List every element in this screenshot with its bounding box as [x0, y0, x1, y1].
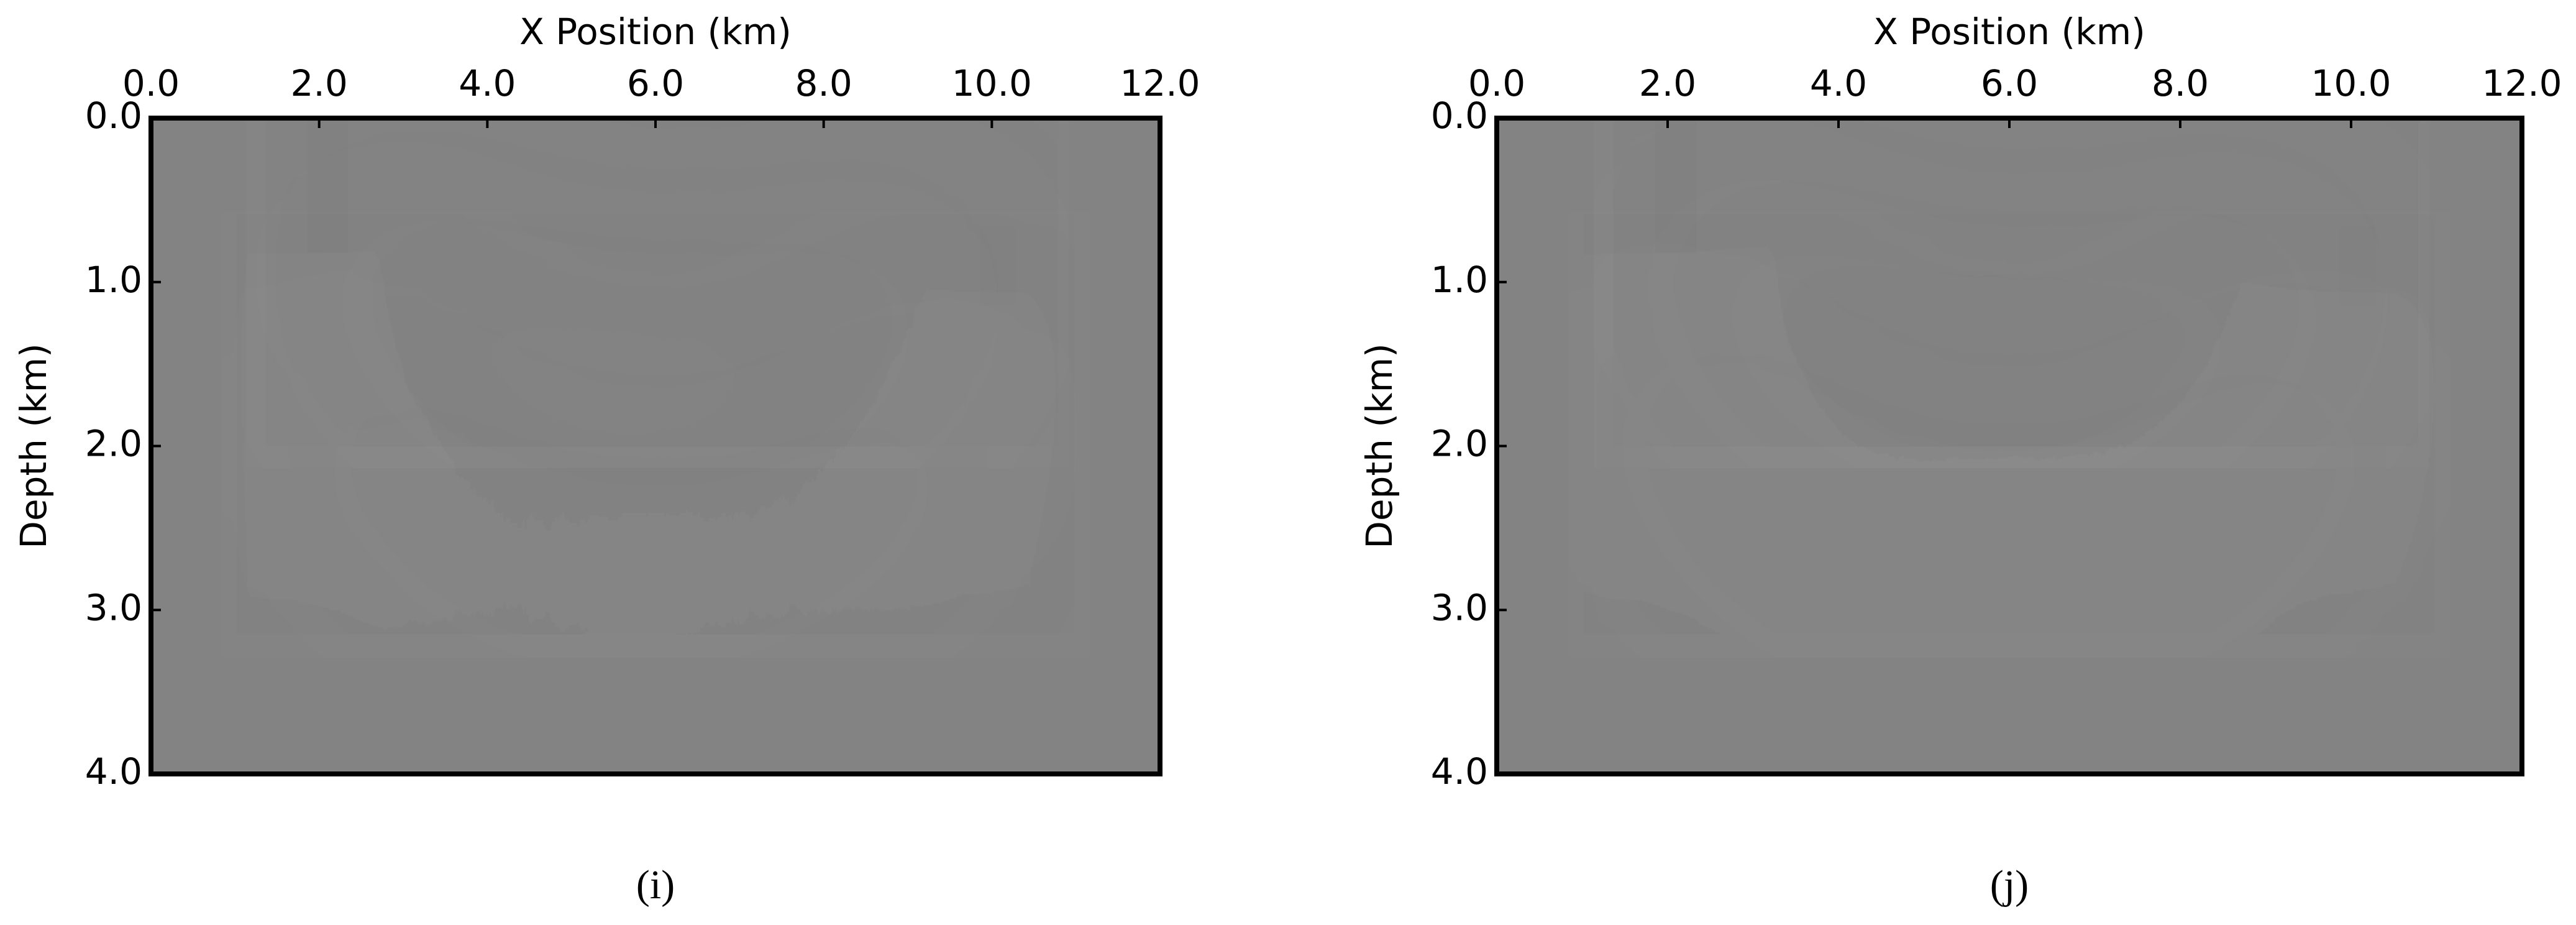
y-tick-label: 2.0: [85, 423, 142, 465]
y-tick-label: 3.0: [85, 586, 142, 628]
x-tick-label: 4.0: [459, 62, 516, 104]
wavefront: [984, 233, 1013, 299]
x-tick-label: 8.0: [2152, 62, 2209, 104]
x-tick-label: 4.0: [1810, 62, 1867, 104]
x-tick-label: 2.0: [291, 62, 348, 104]
wavefield: [294, 121, 1017, 620]
x-tick-label: 6.0: [1981, 62, 2038, 104]
wavefront: [1663, 126, 2360, 436]
x-tick-label: 0.0: [1468, 62, 1525, 104]
x-tick-label: 8.0: [795, 62, 852, 104]
wavefront: [1655, 249, 2364, 599]
y-tick-label: 0.0: [85, 94, 142, 137]
wavefront: [1642, 249, 2377, 620]
y-tick-label: 2.0: [1431, 423, 1488, 465]
wavefront: [311, 121, 344, 241]
x-axis-title: X Position (km): [1873, 11, 2145, 53]
y-axis-title: Depth (km): [12, 343, 55, 548]
x-tick-label: 10.0: [2311, 62, 2391, 104]
wavefront: [332, 126, 992, 417]
image-background: [1497, 118, 2522, 774]
wavefront: [2342, 233, 2372, 299]
x-tick-label: 10.0: [952, 62, 1032, 104]
wavefront: [315, 126, 1000, 436]
y-tick-label: 4.0: [85, 750, 142, 793]
x-tick-label: 6.0: [627, 62, 684, 104]
x-tick-label: 2.0: [1639, 62, 1696, 104]
wavefront: [294, 249, 1017, 620]
y-tick-label: 1.0: [85, 259, 142, 301]
x-tick-label: 12.0: [1120, 62, 1200, 104]
panel: 0.0 2.0 4.0 6.0 8.0 10.0 12.00.01.02.03.04.0X …: [1358, 11, 2562, 908]
wavefront: [1681, 126, 2351, 417]
wavefront: [1659, 121, 1693, 241]
wavefront: [306, 249, 1004, 599]
y-tick-label: 3.0: [1431, 586, 1488, 628]
x-tick-label: 0.0: [122, 62, 180, 104]
y-axis-title: Depth (km): [1358, 343, 1400, 548]
y-tick-label: 1.0: [1431, 259, 1488, 301]
caption: (j): [1990, 862, 2029, 908]
image-background: [151, 118, 1160, 774]
x-tick-label: 12.0: [2482, 62, 2562, 104]
wavefield: [1642, 121, 2377, 620]
y-tick-label: 4.0: [1431, 750, 1488, 793]
caption: (i): [636, 862, 675, 908]
y-tick-label: 0.0: [1431, 94, 1488, 137]
x-axis-title: X Position (km): [519, 11, 792, 53]
panel: 0.0 2.0 4.0 6.0 8.0 10.0 12.00.01.02.03.04.0X …: [12, 11, 1200, 908]
